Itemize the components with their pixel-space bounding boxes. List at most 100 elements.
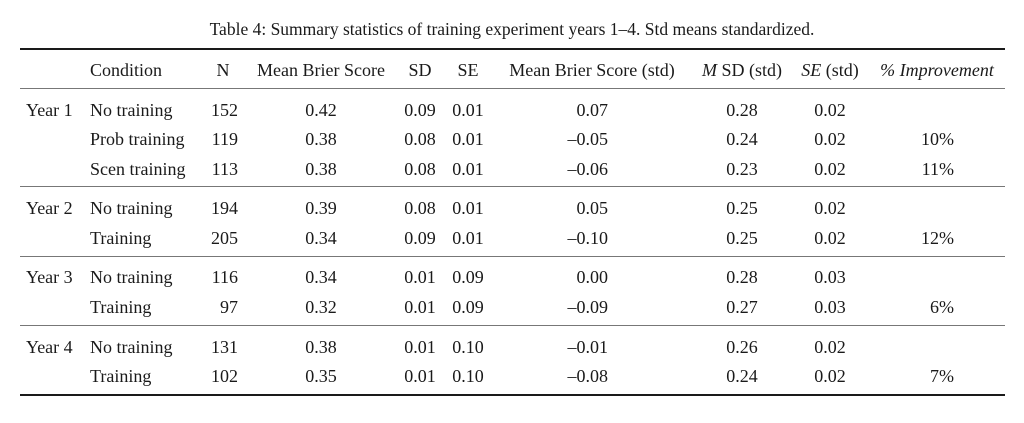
- header-n: N: [216, 60, 230, 80]
- cell-condition: Training: [90, 297, 152, 317]
- cell-mean: 0.38: [305, 337, 337, 357]
- cell-condition: No training: [90, 267, 173, 287]
- cell-se: 0.01: [452, 129, 484, 149]
- cell-msd-std: 0.24: [726, 366, 758, 386]
- cell-se: 0.01: [452, 100, 484, 120]
- cell-sd: 0.01: [404, 366, 436, 386]
- cell-mean: 0.32: [305, 297, 337, 317]
- cell-condition: No training: [90, 100, 173, 120]
- cell-sd: 0.01: [404, 267, 436, 287]
- header-rule: [20, 88, 1005, 89]
- cell-sd: 0.09: [404, 100, 436, 120]
- cell-mean: 0.35: [305, 366, 337, 386]
- cell-se: 0.01: [452, 159, 484, 179]
- cell-msd-std: 0.26: [726, 337, 758, 357]
- cell-condition: Prob training: [90, 129, 185, 149]
- cell-year: Year 2: [26, 198, 73, 218]
- cell-mean-std: –0.10: [567, 228, 609, 248]
- cell-sd: 0.01: [404, 297, 436, 317]
- cell-se-std: 0.03: [814, 297, 846, 317]
- cell-mean-std: –0.09: [567, 297, 609, 317]
- cell-se-std: 0.02: [814, 100, 846, 120]
- cell-se-std: 0.03: [814, 267, 846, 287]
- header-improvement: % Improvement: [880, 60, 994, 80]
- cell-mean-std: 0.07: [576, 100, 609, 120]
- cell-n: 205: [211, 228, 238, 248]
- top-rule: [20, 48, 1005, 50]
- cell-n: 102: [211, 366, 238, 386]
- cell-mean: 0.38: [305, 129, 337, 149]
- cell-mean: 0.42: [305, 100, 337, 120]
- cell-mean-std: –0.06: [567, 159, 609, 179]
- cell-n: 152: [211, 100, 238, 120]
- cell-se-std: 0.02: [814, 159, 846, 179]
- header-sd: SD: [408, 60, 432, 80]
- cell-n: 97: [220, 297, 238, 317]
- cell-year: Year 4: [26, 337, 73, 357]
- cell-sd: 0.08: [404, 129, 436, 149]
- cell-msd-std: 0.23: [726, 159, 758, 179]
- cell-year: Year 1: [26, 100, 73, 120]
- cell-sd: 0.08: [404, 198, 436, 218]
- group-rule-2: [20, 256, 1005, 257]
- header-se-std: SE (std): [794, 59, 866, 81]
- cell-n: 116: [211, 267, 238, 287]
- cell-n: 113: [211, 159, 238, 179]
- cell-n: 194: [211, 198, 238, 218]
- cell-msd-std: 0.25: [726, 198, 758, 218]
- cell-sd: 0.09: [404, 228, 436, 248]
- cell-condition: No training: [90, 337, 173, 357]
- cell-msd-std: 0.27: [726, 297, 758, 317]
- cell-msd-std: 0.25: [726, 228, 758, 248]
- cell-se: 0.01: [452, 228, 484, 248]
- header-se-std-rest: (std): [821, 60, 859, 80]
- header-condition: Condition: [90, 60, 163, 80]
- group-rule-1: [20, 186, 1005, 187]
- cell-msd-std: 0.28: [726, 267, 758, 287]
- header-m-sd-std-m: M: [701, 60, 717, 80]
- header-se-std-se: SE: [801, 60, 822, 80]
- cell-mean: 0.34: [305, 228, 337, 248]
- cell-msd-std: 0.28: [726, 100, 758, 120]
- header-m-sd-std-rest: SD (std): [716, 60, 782, 80]
- cell-mean-std: 0.00: [576, 267, 609, 287]
- cell-se: 0.10: [452, 366, 484, 386]
- cell-improvement: 11%: [921, 159, 954, 179]
- cell-condition: No training: [90, 198, 173, 218]
- cell-condition: Training: [90, 228, 152, 248]
- cell-se-std: 0.02: [814, 366, 846, 386]
- cell-se-std: 0.02: [814, 228, 846, 248]
- header-m-sd-std: M SD (std): [692, 59, 792, 81]
- cell-improvement: 6%: [930, 297, 954, 317]
- cell-improvement: 12%: [921, 228, 954, 248]
- cell-mean-std: 0.05: [576, 198, 609, 218]
- cell-year: Year 3: [26, 267, 73, 287]
- cell-se: 0.10: [452, 337, 484, 357]
- cell-sd: 0.01: [404, 337, 436, 357]
- header-mean-brier-std: Mean Brier Score (std): [509, 60, 675, 80]
- cell-se: 0.09: [452, 297, 484, 317]
- cell-se-std: 0.02: [814, 337, 846, 357]
- cell-mean-std: –0.08: [567, 366, 609, 386]
- cell-se: 0.01: [452, 198, 484, 218]
- cell-mean: 0.39: [305, 198, 337, 218]
- cell-mean-std: –0.01: [567, 337, 609, 357]
- header-mean-brier: Mean Brier Score: [257, 60, 385, 80]
- cell-improvement: 10%: [921, 129, 954, 149]
- bottom-rule: [20, 394, 1005, 396]
- cell-n: 131: [211, 337, 238, 357]
- cell-condition: Training: [90, 366, 152, 386]
- header-se: SE: [457, 60, 479, 80]
- table-caption: Table 4: Summary statistics of training …: [209, 19, 815, 39]
- cell-sd: 0.08: [404, 159, 436, 179]
- cell-se: 0.09: [452, 267, 484, 287]
- cell-se-std: 0.02: [814, 129, 846, 149]
- cell-msd-std: 0.24: [726, 129, 758, 149]
- cell-condition: Scen training: [90, 159, 186, 179]
- cell-mean: 0.34: [305, 267, 337, 287]
- cell-mean-std: –0.05: [567, 129, 609, 149]
- cell-n: 119: [211, 129, 238, 149]
- cell-se-std: 0.02: [814, 198, 846, 218]
- cell-improvement: 7%: [930, 366, 954, 386]
- cell-mean: 0.38: [305, 159, 337, 179]
